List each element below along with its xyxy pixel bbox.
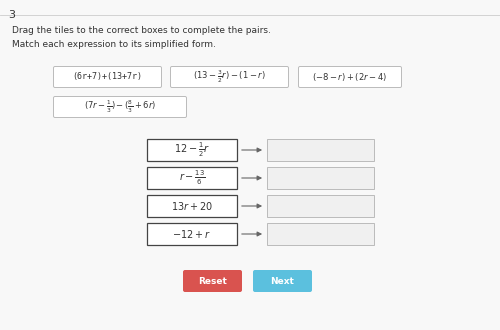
FancyBboxPatch shape <box>147 223 237 245</box>
FancyBboxPatch shape <box>267 195 374 217</box>
Text: 3: 3 <box>8 10 15 20</box>
FancyBboxPatch shape <box>54 96 186 117</box>
Text: Reset: Reset <box>198 277 227 285</box>
Text: $-12+r$: $-12+r$ <box>172 228 212 240</box>
Text: $(13 - \frac{3}{2} r) - (1 - r)$: $(13 - \frac{3}{2} r) - (1 - r)$ <box>193 69 266 85</box>
Text: (6r+7)+(13+7r): (6r+7)+(13+7r) <box>72 73 142 82</box>
FancyBboxPatch shape <box>298 67 402 87</box>
Text: $r - \frac{13}{6}$: $r - \frac{13}{6}$ <box>178 169 206 187</box>
Text: $12 - \frac{1}{2} r$: $12 - \frac{1}{2} r$ <box>174 141 210 159</box>
FancyBboxPatch shape <box>147 139 237 161</box>
FancyBboxPatch shape <box>253 270 312 292</box>
Text: $13r+20$: $13r+20$ <box>171 200 213 212</box>
FancyBboxPatch shape <box>183 270 242 292</box>
FancyBboxPatch shape <box>267 167 374 189</box>
Text: Next: Next <box>270 277 294 285</box>
FancyBboxPatch shape <box>170 67 288 87</box>
FancyBboxPatch shape <box>267 139 374 161</box>
FancyBboxPatch shape <box>267 223 374 245</box>
FancyBboxPatch shape <box>54 67 162 87</box>
Text: $(-8-r)+(2r-4)$: $(-8-r)+(2r-4)$ <box>312 71 388 83</box>
FancyBboxPatch shape <box>147 167 237 189</box>
FancyBboxPatch shape <box>147 195 237 217</box>
Text: $(7r - \frac{1}{3}) - (\frac{8}{3} + 6r)$: $(7r - \frac{1}{3}) - (\frac{8}{3} + 6r)… <box>84 99 156 115</box>
Text: Match each expression to its simplified form.: Match each expression to its simplified … <box>12 40 216 49</box>
Text: Drag the tiles to the correct boxes to complete the pairs.: Drag the tiles to the correct boxes to c… <box>12 26 271 35</box>
